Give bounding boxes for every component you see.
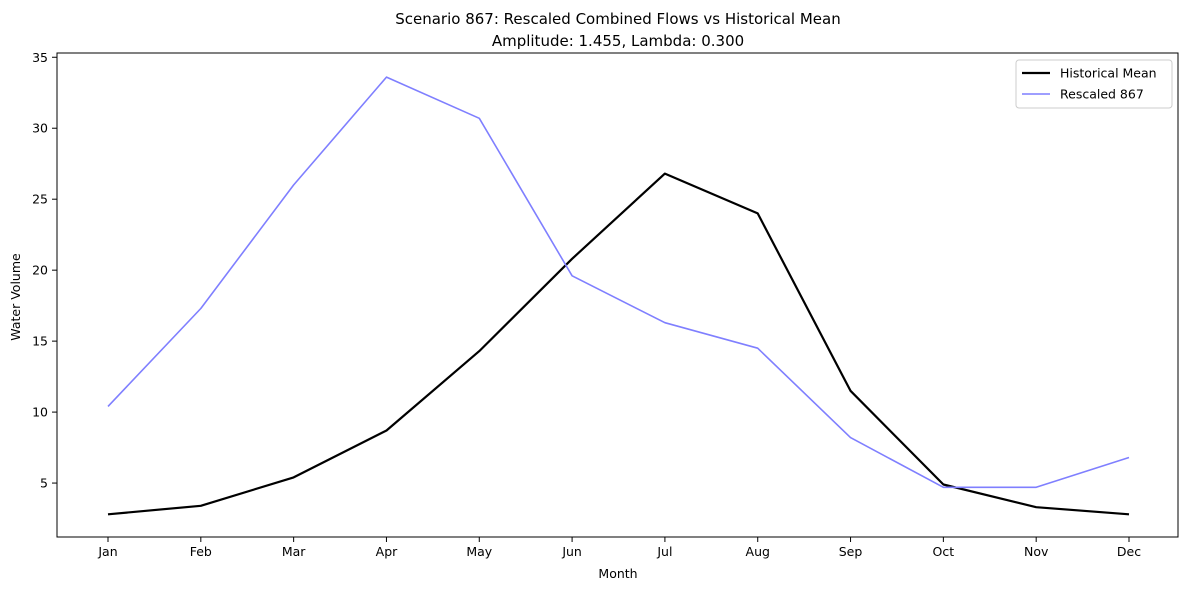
chart-subtitle: Amplitude: 1.455, Lambda: 0.300 xyxy=(492,32,744,50)
x-tick-label: Jul xyxy=(656,544,672,559)
x-axis-label: Month xyxy=(598,566,637,581)
plot-frame xyxy=(56,52,1179,538)
y-tick-label: 10 xyxy=(32,405,48,420)
chart-title: Scenario 867: Rescaled Combined Flows vs… xyxy=(395,10,841,28)
legend-label-1: Historical Mean xyxy=(1060,66,1157,81)
x-tick-label: Mar xyxy=(282,544,306,559)
y-tick-label: 15 xyxy=(32,334,48,349)
y-tick-label: 5 xyxy=(40,476,48,491)
y-tick-label: 20 xyxy=(32,263,48,278)
y-tick-label: 35 xyxy=(32,50,48,65)
x-tick-label: Jan xyxy=(97,544,117,559)
series-line-1 xyxy=(107,172,1130,516)
x-tick-label: Oct xyxy=(933,544,955,559)
legend-box xyxy=(1015,59,1173,109)
plot-area: Jan Feb Mar Apr May Jun Jul Aug Sep Oct Nov Dec 5 10 1… xyxy=(32,50,1179,559)
y-axis-label: Water Volume xyxy=(8,253,23,341)
x-tick-label: Jun xyxy=(561,544,582,559)
legend: Historical Mean Rescaled 867 xyxy=(1015,59,1173,109)
series-line-2 xyxy=(107,76,1130,489)
y-tick-label: 30 xyxy=(32,121,48,136)
x-tick-label: Nov xyxy=(1024,544,1049,559)
y-tick-label: 25 xyxy=(32,192,48,207)
x-tick-label: Dec xyxy=(1117,544,1141,559)
x-tick-label: Apr xyxy=(376,544,398,559)
x-tick-label: Aug xyxy=(746,544,770,559)
x-tick-label: Feb xyxy=(190,544,212,559)
x-tick-label: May xyxy=(466,544,492,559)
legend-label-2: Rescaled 867 xyxy=(1060,87,1144,102)
x-tick-label: Sep xyxy=(839,544,863,559)
